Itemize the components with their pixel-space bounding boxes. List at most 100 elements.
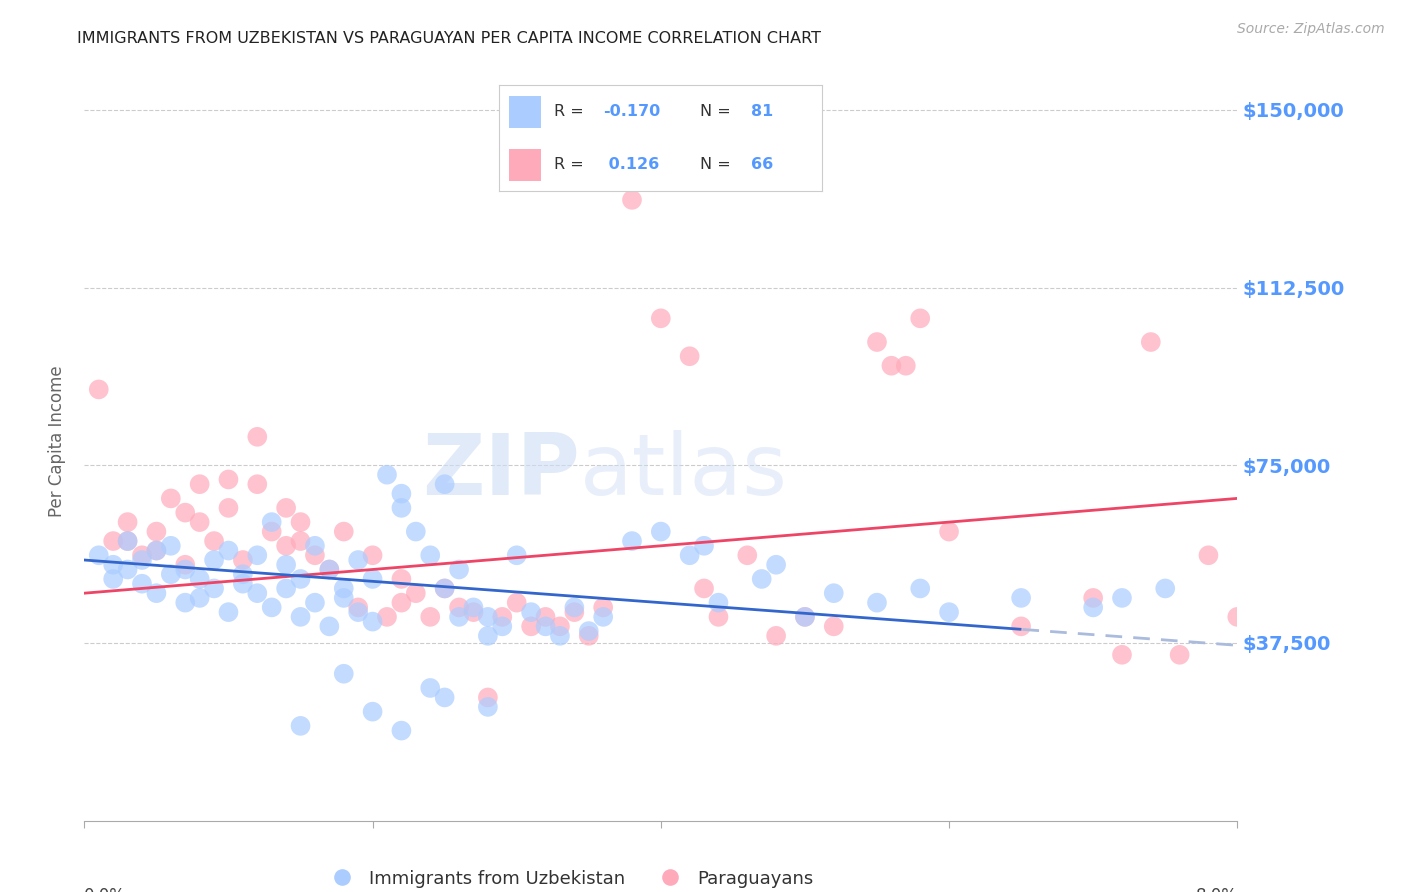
Point	[419, 681, 441, 695]
Point	[1083, 591, 1105, 605]
Point	[160, 567, 183, 582]
Point	[405, 586, 427, 600]
Point	[290, 719, 312, 733]
Point	[548, 619, 571, 633]
Point	[491, 619, 513, 633]
Point	[477, 699, 499, 714]
Point	[1226, 610, 1249, 624]
Point	[290, 610, 312, 624]
Point	[174, 562, 197, 576]
Point	[103, 572, 124, 586]
Point	[433, 477, 456, 491]
Point	[333, 666, 356, 681]
Point	[938, 605, 960, 619]
Point	[290, 534, 312, 549]
Point	[391, 572, 413, 586]
Point	[765, 558, 787, 572]
Point	[131, 576, 153, 591]
Point	[534, 610, 557, 624]
Point	[866, 596, 889, 610]
Point	[564, 605, 586, 619]
Point	[463, 600, 485, 615]
Point	[737, 548, 759, 563]
Point	[564, 600, 586, 615]
Point	[1111, 648, 1133, 662]
Point	[232, 576, 254, 591]
Point	[260, 515, 283, 529]
Point	[449, 600, 471, 615]
Point	[910, 311, 932, 326]
Point	[693, 582, 716, 596]
Point	[290, 515, 312, 529]
Point	[276, 558, 298, 572]
Point	[304, 596, 326, 610]
Point	[188, 515, 211, 529]
Point	[405, 524, 427, 539]
Point	[391, 596, 413, 610]
Point	[87, 548, 110, 563]
Point	[361, 615, 384, 629]
Point	[823, 619, 845, 633]
Point	[578, 629, 600, 643]
Point	[232, 553, 254, 567]
Point	[246, 586, 269, 600]
Point	[246, 477, 269, 491]
Point	[375, 610, 398, 624]
Point	[391, 723, 413, 738]
Point	[707, 610, 730, 624]
Point	[506, 548, 529, 563]
Point	[823, 586, 845, 600]
Point	[232, 567, 254, 582]
Text: ZIP: ZIP	[422, 430, 581, 514]
Point	[318, 619, 340, 633]
Point	[131, 553, 153, 567]
Point	[260, 524, 283, 539]
Point	[621, 193, 644, 207]
Text: Source: ZipAtlas.com: Source: ZipAtlas.com	[1237, 22, 1385, 37]
Point	[188, 477, 211, 491]
Point	[463, 605, 485, 619]
Point	[491, 610, 513, 624]
Point	[218, 543, 240, 558]
Point	[218, 500, 240, 515]
Point	[534, 619, 557, 633]
Point	[87, 383, 110, 397]
Point	[433, 582, 456, 596]
Point	[145, 543, 167, 558]
Point	[419, 548, 441, 563]
Point	[449, 562, 471, 576]
Point	[391, 500, 413, 515]
Point	[174, 558, 197, 572]
Point	[506, 596, 529, 610]
Point	[117, 515, 139, 529]
Point	[938, 524, 960, 539]
Point	[347, 605, 370, 619]
Point	[679, 548, 702, 563]
Point	[117, 534, 139, 549]
Point	[794, 610, 817, 624]
Point	[304, 539, 326, 553]
Point	[246, 548, 269, 563]
Point	[477, 629, 499, 643]
Point	[1083, 600, 1105, 615]
Point	[318, 562, 340, 576]
Point	[145, 524, 167, 539]
Point	[333, 591, 356, 605]
Y-axis label: Per Capita Income: Per Capita Income	[48, 366, 66, 517]
Point	[679, 349, 702, 363]
Point	[160, 491, 183, 506]
Point	[174, 596, 197, 610]
Point	[880, 359, 903, 373]
Point	[361, 548, 384, 563]
Point	[433, 582, 456, 596]
Point	[103, 558, 124, 572]
Point	[1010, 619, 1032, 633]
Point	[1168, 648, 1191, 662]
Point	[391, 486, 413, 500]
Point	[894, 359, 917, 373]
Point	[1154, 582, 1177, 596]
Point	[188, 572, 211, 586]
Point	[202, 582, 225, 596]
Point	[188, 591, 211, 605]
Point	[276, 582, 298, 596]
